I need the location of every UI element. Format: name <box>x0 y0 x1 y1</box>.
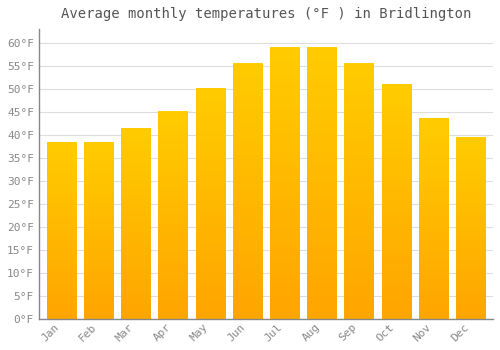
Title: Average monthly temperatures (°F ) in Bridlington: Average monthly temperatures (°F ) in Br… <box>60 7 471 21</box>
Bar <box>306 48 337 319</box>
Bar <box>195 89 226 319</box>
Bar <box>158 112 188 319</box>
Bar <box>46 143 76 319</box>
Bar <box>344 64 374 319</box>
Bar <box>83 143 114 319</box>
Bar <box>120 128 151 319</box>
Bar <box>418 119 448 319</box>
Bar <box>232 64 262 319</box>
Bar <box>456 137 486 319</box>
Bar <box>270 48 300 319</box>
Bar <box>381 84 412 319</box>
